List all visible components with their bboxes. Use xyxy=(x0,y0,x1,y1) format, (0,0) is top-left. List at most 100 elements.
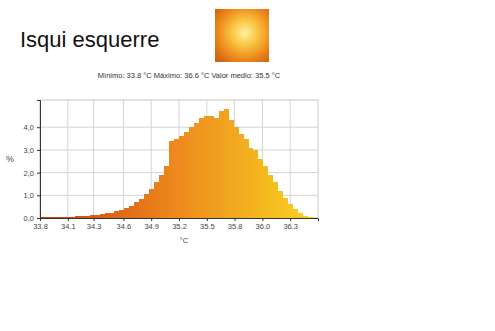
y-tick-label: 1,0 xyxy=(24,191,34,200)
histogram-bar xyxy=(90,215,95,218)
x-tick-mark xyxy=(262,218,263,221)
x-axis-label: °C xyxy=(180,236,189,245)
histogram-bar xyxy=(144,194,149,218)
histogram-bar xyxy=(308,217,313,218)
histogram-bar xyxy=(184,132,189,218)
x-tick-label: 34.9 xyxy=(144,222,159,231)
grid-line-x xyxy=(123,100,124,218)
y-tick-label: 4,0 xyxy=(24,123,34,132)
y-tick-mark xyxy=(37,195,40,196)
x-tick-label: 33.8 xyxy=(33,222,48,231)
x-tick-mark xyxy=(94,218,95,221)
histogram-bar xyxy=(293,209,298,218)
x-tick-label: 34.3 xyxy=(87,222,102,231)
x-tick-label: 36.3 xyxy=(283,222,298,231)
histogram-bar xyxy=(179,136,184,218)
plot-frame xyxy=(40,100,318,218)
histogram-bar xyxy=(60,217,65,218)
histogram-bar xyxy=(194,123,199,218)
x-tick: 35.5 xyxy=(200,218,215,231)
chart-title: Mínimo: 33.8 °C Máximo: 36.6 °C Valor me… xyxy=(98,71,281,80)
x-axis-line xyxy=(41,219,319,222)
histogram-bar xyxy=(258,159,263,218)
y-tick: 2,0 xyxy=(24,169,40,178)
histogram-bar xyxy=(75,216,80,218)
histogram-bar xyxy=(110,213,115,218)
y-tick: 3,0 xyxy=(24,146,40,155)
histogram-bar xyxy=(273,182,278,218)
histogram-bar xyxy=(278,191,283,218)
histogram-bar xyxy=(224,109,229,218)
x-tick: 35.2 xyxy=(172,218,187,231)
y-tick-label: 0,0 xyxy=(24,214,34,223)
x-tick-mark xyxy=(290,218,291,221)
y-tick: 1,0 xyxy=(24,191,40,200)
histogram-bar xyxy=(80,216,85,218)
histogram-bar xyxy=(65,217,70,218)
x-tick-mark xyxy=(151,218,152,221)
histogram-bar xyxy=(244,139,249,218)
histogram-bar xyxy=(119,210,124,218)
y-tick: 0,0 xyxy=(24,214,40,223)
histogram-bar xyxy=(174,139,179,218)
histogram-bar xyxy=(169,141,174,218)
histogram-bar xyxy=(189,127,194,218)
thermal-thumbnail xyxy=(215,9,269,62)
x-tick-label: 35.8 xyxy=(228,222,243,231)
grid-line-y xyxy=(40,127,318,128)
histogram-bar xyxy=(95,215,100,218)
histogram-bar xyxy=(209,116,214,218)
grid xyxy=(40,100,318,218)
x-tick: 33.8 xyxy=(33,218,48,231)
histogram-bar xyxy=(204,116,209,218)
histogram-bar xyxy=(149,189,154,219)
x-tick: 34.1 xyxy=(61,218,76,231)
histogram-bar xyxy=(100,214,105,218)
bars xyxy=(40,109,318,218)
y-tick-label: 2,0 xyxy=(24,169,34,178)
histogram-bar xyxy=(234,127,239,218)
y-axis-label: % xyxy=(6,154,14,164)
y-tick-mark xyxy=(37,127,40,128)
histogram-bar xyxy=(283,198,288,218)
histogram-bar xyxy=(164,166,169,218)
x-tick: 34.6 xyxy=(117,218,132,231)
x-tick-mark xyxy=(235,218,236,221)
x-axis: 33.8 34.1 34.3 34.6 34.9 35.2 35.5 35.8 36.0 36.3 xyxy=(33,218,318,231)
x-tick: 34.9 xyxy=(144,218,159,231)
histogram-bar xyxy=(263,166,268,218)
y-tick-mark xyxy=(37,173,40,174)
x-tick: 35.8 xyxy=(228,218,243,231)
histogram-bar xyxy=(253,150,258,218)
histogram-bar xyxy=(45,217,50,218)
x-tick-mark xyxy=(68,218,69,221)
histogram-bar xyxy=(50,217,55,218)
y-tick: 4,0 xyxy=(24,123,40,132)
histogram-bar xyxy=(239,134,244,218)
histogram-bar xyxy=(268,175,273,218)
x-tick-label: 34.1 xyxy=(61,222,76,231)
heading: Isqui esquerre xyxy=(20,27,159,52)
histogram-bar xyxy=(219,111,224,218)
histogram-bar xyxy=(129,206,134,218)
histogram-bar xyxy=(159,175,164,218)
x-tick: 34.3 xyxy=(87,218,102,231)
x-tick-label: 35.2 xyxy=(172,222,187,231)
histogram-bar xyxy=(55,217,60,218)
histogram-bar xyxy=(134,202,139,218)
histogram-bar xyxy=(139,199,144,218)
y-tick-label: 3,0 xyxy=(24,146,34,155)
grid-line-x xyxy=(290,100,291,218)
histogram-bar xyxy=(114,211,119,218)
x-tick: 36.0 xyxy=(256,218,271,231)
y-tick-mark xyxy=(37,150,40,151)
histogram-bar xyxy=(105,213,110,218)
x-tick-label: 36.0 xyxy=(256,222,271,231)
histogram-bar xyxy=(249,148,254,218)
histogram-bar xyxy=(199,118,204,218)
x-tick-mark xyxy=(123,218,124,221)
histogram-bar xyxy=(313,217,318,218)
histogram-bar xyxy=(214,118,219,218)
histogram-bar xyxy=(154,182,159,218)
histogram-bar xyxy=(298,213,303,218)
